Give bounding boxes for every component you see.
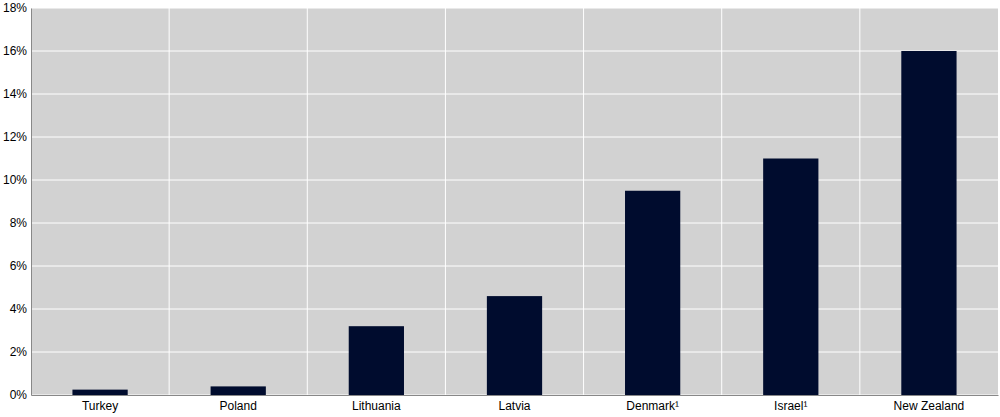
y-tick-label: 4%	[10, 302, 28, 316]
y-tick: 6%	[10, 259, 31, 273]
y-tick: 14%	[3, 87, 31, 101]
y-tick-label: 0%	[10, 388, 28, 402]
grid-line	[31, 51, 998, 52]
y-tick: 12%	[3, 130, 31, 144]
x-tick-label: Latvia	[498, 399, 530, 413]
category-separator	[307, 8, 308, 395]
x-tick-label: Denmark¹	[626, 399, 679, 413]
plot: 0% 2% 4% 6% 8% 10% 12% 14% 16% 18% Turkey Poland Lit…	[3, 1, 999, 412]
y-tick: 0%	[10, 388, 31, 402]
grid-line	[31, 266, 998, 267]
y-tick-label: 8%	[10, 216, 28, 230]
x-tick-label: Israel¹	[774, 399, 807, 413]
category-separator	[583, 8, 584, 395]
y-tick-label: 6%	[10, 259, 28, 273]
category-separator	[859, 8, 860, 395]
x-tick: Lithuania	[352, 395, 401, 413]
y-tick-label: 16%	[3, 44, 27, 58]
bar	[763, 159, 818, 396]
y-tick-label: 14%	[3, 87, 27, 101]
grid-lines	[31, 8, 998, 395]
x-tick: Israel¹	[774, 395, 807, 413]
grid-line	[31, 8, 998, 9]
x-tick: Poland	[220, 395, 257, 413]
category-separator	[445, 8, 446, 395]
grid-line	[31, 223, 998, 224]
chart: 0% 2% 4% 6% 8% 10% 12% 14% 16% 18% Turkey Poland Lit…	[0, 0, 1000, 417]
y-tick: 2%	[10, 345, 31, 359]
x-tick-label: Poland	[220, 399, 257, 413]
category-separators	[169, 8, 860, 395]
y-tick: 18%	[3, 1, 31, 15]
x-axis-line	[32, 395, 999, 396]
grid-line	[31, 94, 998, 95]
y-tick-label: 18%	[3, 1, 27, 15]
y-tick: 4%	[10, 302, 31, 316]
bar	[211, 386, 266, 395]
x-tick: New Zealand	[894, 395, 965, 413]
x-axis: Turkey Poland Lithuania Latvia Denmark¹ Israe…	[32, 395, 999, 413]
y-axis-line	[31, 9, 32, 396]
y-tick: 16%	[3, 44, 31, 58]
bar	[72, 390, 127, 395]
category-separator	[169, 8, 170, 395]
x-tick: Denmark¹	[626, 395, 679, 413]
bar	[349, 326, 404, 395]
x-tick-label: New Zealand	[894, 399, 965, 413]
grid-line	[31, 137, 998, 138]
bar	[625, 191, 680, 395]
x-tick-label: Turkey	[82, 399, 118, 413]
plot-background	[31, 8, 998, 395]
y-axis: 0% 2% 4% 6% 8% 10% 12% 14% 16% 18%	[3, 1, 32, 402]
y-tick-label: 10%	[3, 173, 27, 187]
x-tick: Latvia	[498, 395, 530, 413]
y-tick: 8%	[10, 216, 31, 230]
bars	[72, 51, 956, 395]
y-tick-label: 12%	[3, 130, 27, 144]
y-tick: 10%	[3, 173, 31, 187]
y-tick-label: 2%	[10, 345, 28, 359]
grid-line	[31, 180, 998, 181]
bar	[901, 51, 956, 395]
x-tick-label: Lithuania	[352, 399, 401, 413]
category-separator	[721, 8, 722, 395]
x-tick: Turkey	[82, 395, 118, 413]
bar	[487, 296, 542, 395]
